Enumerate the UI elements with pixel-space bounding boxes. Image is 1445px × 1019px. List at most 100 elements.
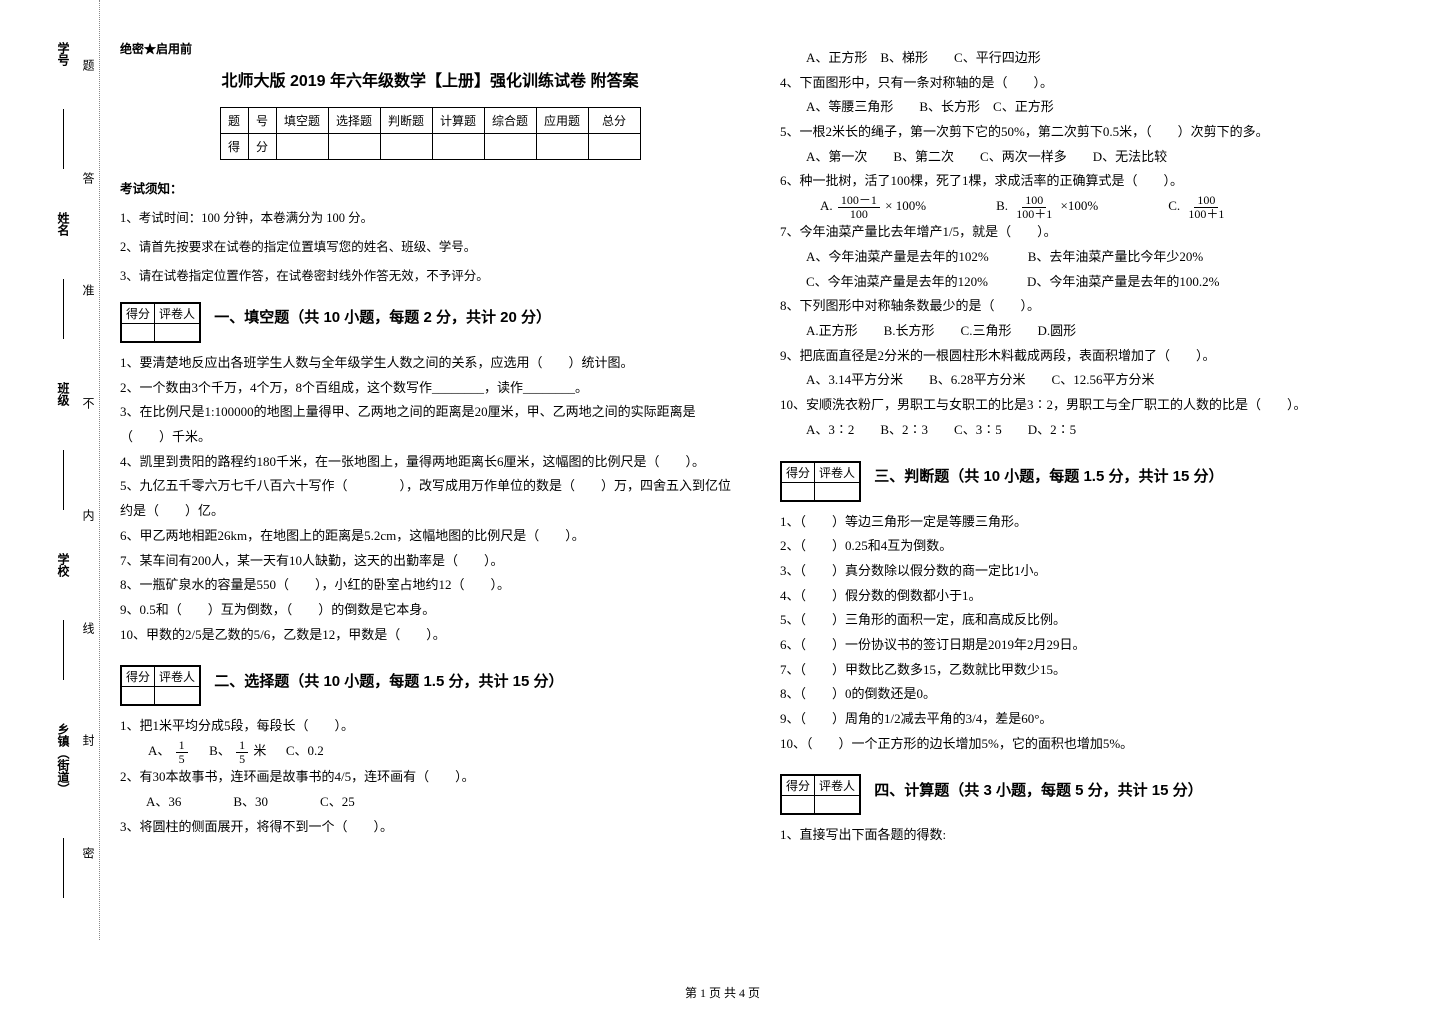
section-title: 二、选择题（共 10 小题，每题 1.5 分，共计 15 分） — [214, 673, 563, 690]
side-underline — [63, 279, 64, 339]
left-column: 绝密★启用前 北师大版 2019 年六年级数学【上册】强化训练试卷 附答案 题 … — [120, 40, 740, 854]
question: 1、直接写出下面各题的得数: — [780, 823, 1400, 848]
score-table: 题 号 填空题 选择题 判断题 计算题 综合题 应用题 总分 得 分 — [220, 107, 641, 160]
seal-char: 密 — [80, 847, 97, 881]
cell — [484, 134, 536, 160]
cell — [380, 134, 432, 160]
opt-c: C. 100100＋1 — [1168, 194, 1229, 220]
grade-label: 评卷人 — [815, 776, 860, 796]
question: 7、某车间有200人，某一天有10人缺勤，这天的出勤率是（ ）。 — [120, 549, 740, 574]
opt-a: A. 100－1100 × 100% — [820, 194, 926, 220]
grade-label: 评卷人 — [155, 304, 200, 324]
opt-a: A、 — [148, 743, 170, 758]
question: 7、（ ）甲数比乙数多15，乙数就比甲数少15。 — [780, 658, 1400, 683]
question: 2、有30本故事书，连环画是故事书的4/5，连环画有（ ）。 — [120, 765, 740, 790]
grade-label: 得分 — [782, 462, 815, 482]
cell: 综合题 — [484, 108, 536, 134]
side-underline — [63, 620, 64, 680]
question: 9、0.5和（ ）互为倒数，（ ）的倒数是它本身。 — [120, 598, 740, 623]
fill-blank-list: 1、要清楚地反应出各班学生人数与全年级学生人数之间的关系，应选用（ ）统计图。 … — [120, 351, 740, 647]
question: 9、（ ）周角的1/2减去平角的3/4，差是60°。 — [780, 707, 1400, 732]
side-labels: 学号 姓名 班级 学校 乡镇（街道） — [55, 0, 72, 940]
question: 5、九亿五千零六万七千八百六十写作（ ），改写成用万作单位的数是（ ）万，四舍五… — [120, 474, 740, 523]
page-title: 北师大版 2019 年六年级数学【上册】强化训练试卷 附答案 — [120, 67, 740, 91]
question: 8、下列图形中对称轴条数最少的是（ ）。 — [780, 294, 1400, 319]
grade-box: 得分评卷人 — [780, 774, 861, 815]
side-underline — [63, 838, 64, 898]
question: 5、（ ）三角形的面积一定，底和高成反比例。 — [780, 608, 1400, 633]
seal-char: 答 — [80, 172, 97, 206]
seal-char: 封 — [80, 734, 97, 768]
choice-list-left: 1、把1米平均分成5段，每段长（ ）。 A、 15 B、 15 米 C、0.2 … — [120, 714, 740, 839]
grade-label: 评卷人 — [155, 667, 200, 687]
options: A.正方形 B.长方形 C.三角形 D.圆形 — [780, 319, 1400, 344]
fraction: 15 — [176, 739, 188, 765]
right-column: A、正方形 B、梯形 C、平行四边形 4、下面图形中，只有一条对称轴的是（ ）。… — [780, 40, 1400, 854]
question: 2、一个数由3个千万，4个万，8个百组成，这个数写作________，读作___… — [120, 376, 740, 401]
side-label: 学号 — [55, 42, 72, 66]
grade-label: 得分 — [122, 304, 155, 324]
table-row: 题 号 填空题 选择题 判断题 计算题 综合题 应用题 总分 — [220, 108, 640, 134]
exam-notes: 考试须知： 1、考试时间：100 分钟，本卷满分为 100 分。 2、请首先按要… — [120, 178, 740, 284]
question: 10、甲数的2/5是乙数的5/6，乙数是12，甲数是（ ）。 — [120, 623, 740, 648]
grade-box: 得分评卷人 — [120, 302, 201, 343]
choice-list-right: A、正方形 B、梯形 C、平行四边形 4、下面图形中，只有一条对称轴的是（ ）。… — [780, 46, 1400, 443]
cell: 分 — [248, 134, 276, 160]
section-4-header: 得分评卷人 四、计算题（共 3 小题，每题 5 分，共计 15 分） — [780, 766, 1400, 817]
cell — [328, 134, 380, 160]
opt-c: C、0.2 — [286, 743, 324, 758]
cell — [588, 134, 640, 160]
section-1-header: 得分评卷人 一、填空题（共 10 小题，每题 2 分，共计 20 分） — [120, 294, 740, 345]
cell: 计算题 — [432, 108, 484, 134]
seal-char: 内 — [80, 509, 97, 543]
question: 4、凯里到贵阳的路程约180千米，在一张地图上，量得两地距离长6厘米，这幅图的比… — [120, 450, 740, 475]
options: A. 100－1100 × 100% B. 100100＋1 ×100% C. … — [780, 194, 1400, 220]
cell: 选择题 — [328, 108, 380, 134]
page-footer: 第 1 页 共 4 页 — [0, 984, 1445, 1001]
question: 5、一根2米长的绳子，第一次剪下它的50%，第二次剪下0.5米，（ ）次剪下的多… — [780, 120, 1400, 145]
question: 4、下面图形中，只有一条对称轴的是（ ）。 — [780, 71, 1400, 96]
options: A、第一次 B、第二次 C、两次一样多 D、无法比较 — [780, 145, 1400, 170]
question: 1、把1米平均分成5段，每段长（ ）。 — [120, 714, 740, 739]
question: 3、将圆柱的侧面展开，将得不到一个（ ）。 — [120, 815, 740, 840]
question: 8、（ ）0的倒数还是0。 — [780, 682, 1400, 707]
cell: 判断题 — [380, 108, 432, 134]
page-content: 绝密★启用前 北师大版 2019 年六年级数学【上册】强化训练试卷 附答案 题 … — [120, 40, 1405, 854]
seal-char: 不 — [80, 397, 97, 431]
section-2-header: 得分评卷人 二、选择题（共 10 小题，每题 1.5 分，共计 15 分） — [120, 657, 740, 708]
question: 7、今年油菜产量比去年增产1/5，就是（ ）。 — [780, 220, 1400, 245]
fraction: 100－1100 — [838, 194, 880, 220]
opt-b: B. 100100＋1 ×100% — [996, 194, 1098, 220]
note-item: 1、考试时间：100 分钟，本卷满分为 100 分。 — [120, 207, 740, 226]
opt-b-unit: 米 — [253, 743, 266, 758]
cell: 应用题 — [536, 108, 588, 134]
section-title: 四、计算题（共 3 小题，每题 5 分，共计 15 分） — [874, 782, 1202, 799]
question: 1、（ ）等边三角形一定是等腰三角形。 — [780, 510, 1400, 535]
options: A、等腰三角形 B、长方形 C、正方形 — [780, 95, 1400, 120]
options: A、3.14平方分米 B、6.28平方分米 C、12.56平方分米 — [780, 368, 1400, 393]
side-label: 班级 — [55, 382, 72, 406]
side-label: 学校 — [55, 553, 72, 577]
fraction: 100100＋1 — [1185, 194, 1227, 220]
note-item: 3、请在试卷指定位置作答，在试卷密封线外作答无效，不予评分。 — [120, 265, 740, 284]
fraction: 100100＋1 — [1013, 194, 1055, 220]
question: 6、（ ）一份协议书的签订日期是2019年2月29日。 — [780, 633, 1400, 658]
options: A、正方形 B、梯形 C、平行四边形 — [780, 46, 1400, 71]
secret-label: 绝密★启用前 — [120, 40, 740, 57]
question: 3、在比例尺是1:100000的地图上量得甲、乙两地之间的距离是20厘米，甲、乙… — [120, 400, 740, 449]
question: 8、一瓶矿泉水的容量是550（ ），小红的卧室占地约12（ ）。 — [120, 573, 740, 598]
grade-label: 得分 — [122, 667, 155, 687]
question: 4、（ ）假分数的倒数都小于1。 — [780, 584, 1400, 609]
binding-rail: 学号 姓名 班级 学校 乡镇（街道） 题 答 准 不 内 线 封 密 — [25, 0, 100, 940]
options: C、今年油菜产量是去年的120% D、今年油菜产量是去年的100.2% — [780, 270, 1400, 295]
seal-char: 线 — [80, 622, 97, 656]
cell: 题 — [220, 108, 248, 134]
section-title: 三、判断题（共 10 小题，每题 1.5 分，共计 15 分） — [874, 468, 1223, 485]
cell: 总分 — [588, 108, 640, 134]
table-row: 得 分 — [220, 134, 640, 160]
cell: 得 — [220, 134, 248, 160]
grade-box: 得分评卷人 — [780, 461, 861, 502]
side-label: 姓名 — [55, 212, 72, 236]
fraction: 15 — [236, 739, 248, 765]
section-title: 一、填空题（共 10 小题，每题 2 分，共计 20 分） — [214, 309, 551, 326]
